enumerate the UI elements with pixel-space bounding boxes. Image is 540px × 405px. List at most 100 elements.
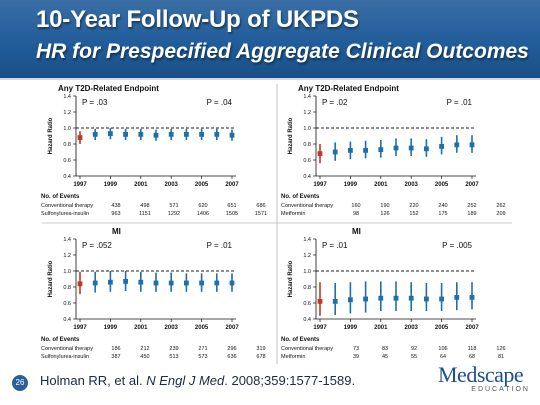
events-value: 212 (140, 346, 149, 352)
hr-point (378, 147, 384, 152)
x-tick-label: 2007 (465, 182, 479, 188)
hr-point (77, 281, 83, 287)
hr-point (92, 280, 98, 286)
events-value: 175 (438, 211, 447, 217)
x-tick-label: 2003 (165, 182, 179, 188)
events-value: 296 (227, 346, 236, 352)
hr-point (108, 279, 113, 285)
y-tick-label: 0.8 (63, 285, 71, 291)
p-value-left: P = .052 (82, 241, 112, 250)
p-value-right: P = .01 (207, 241, 233, 250)
events-value: 271 (198, 346, 207, 352)
events-value: 438 (111, 203, 120, 209)
chart-panel-4: MI 0.4 0.6 0.8 1.0 1.2 1.4 Hazard Ratio 1997 1999… (281, 227, 506, 360)
x-tick-label: 2007 (225, 182, 239, 188)
events-value: 1505 (226, 211, 238, 217)
hr-point (214, 280, 220, 286)
hr-point (363, 148, 368, 153)
hr-point (439, 144, 444, 149)
panel-title: Any T2D-Related Endpoint (298, 84, 399, 93)
events-value: 450 (140, 354, 149, 360)
hr-point (138, 132, 144, 137)
x-tick-label: 2003 (405, 325, 419, 331)
hr-point (153, 280, 159, 286)
logo-subtext: EDUCATION (471, 386, 530, 393)
events-row-label: Conventional therapy (281, 203, 333, 209)
events-value: 92 (411, 346, 417, 352)
events-value: 83 (382, 346, 388, 352)
hr-point (153, 132, 159, 138)
hr-point (408, 145, 414, 151)
events-value: 73 (353, 346, 359, 352)
y-tick-label: 0.4 (303, 317, 311, 323)
events-value: 64 (440, 354, 446, 360)
hazard-ratio-figure: Any T2D-Related Endpoint 0.4 0.6 0.8 1.0 1.2 1… (40, 82, 514, 366)
events-value: 209 (496, 211, 505, 217)
p-value-left: P = .01 (322, 241, 348, 250)
hr-point (317, 299, 323, 304)
hr-point (123, 279, 128, 284)
x-tick-label: 2003 (165, 325, 179, 331)
p-value-right: P = .04 (207, 98, 233, 107)
events-row-label: Conventional therapy (41, 203, 93, 209)
events-title: No. of Events (281, 337, 320, 343)
x-tick-label: 1997 (73, 325, 87, 331)
hr-point (363, 296, 368, 302)
events-value: 189 (467, 211, 476, 217)
events-value: 81 (498, 354, 504, 360)
events-row-label: Sulfonylurea-insulin (41, 211, 89, 217)
p-value-left: P = .02 (322, 98, 348, 107)
hr-point (424, 146, 429, 152)
events-value: 68 (469, 354, 475, 360)
events-row-label: Conventional therapy (41, 346, 93, 352)
hr-point (214, 132, 220, 137)
hr-point (184, 132, 189, 137)
events-value: 651 (227, 203, 236, 209)
chart-panel-2: Any T2D-Related Endpoint 0.4 0.6 0.8 1.0 1.2 1… (281, 84, 506, 217)
events-value: 1571 (255, 211, 267, 217)
events-value: 45 (382, 354, 388, 360)
x-tick-label: 2005 (195, 182, 209, 188)
events-value: 126 (496, 346, 505, 352)
y-tick-label: 0.8 (303, 285, 311, 291)
events-value: 636 (227, 354, 236, 360)
events-value: 190 (380, 203, 389, 209)
citation-prefix: Holman RR, et al. (40, 373, 147, 388)
p-value-right: P = .005 (442, 241, 472, 250)
events-value: 239 (169, 346, 178, 352)
x-tick-label: 1999 (104, 182, 118, 188)
citation-journal: N Engl J Med (146, 373, 225, 388)
events-value: 498 (140, 203, 149, 209)
hr-point (92, 132, 98, 137)
events-value: 513 (169, 354, 178, 360)
events-value: 55 (411, 354, 417, 360)
hr-point (469, 295, 475, 300)
p-value-left: P = .03 (82, 98, 108, 107)
events-value: 571 (169, 203, 178, 209)
hr-point (469, 142, 475, 148)
hr-point (229, 132, 235, 138)
hr-point (168, 280, 174, 286)
events-row-label: Conventional therapy (281, 346, 333, 352)
y-tick-label: 0.6 (63, 158, 71, 164)
x-tick-label: 1997 (313, 325, 327, 331)
x-tick-label: 1997 (73, 182, 87, 188)
y-tick-label: 1.2 (63, 253, 71, 259)
events-value: 678 (256, 354, 265, 360)
y-tick-label: 1.0 (303, 126, 311, 132)
slide-header: 10-Year Follow-Up of UKPDS HR for Prespe… (0, 0, 540, 80)
events-value: 220 (409, 203, 418, 209)
events-value: 620 (198, 203, 207, 209)
x-tick-label: 2005 (195, 325, 209, 331)
events-value: 262 (496, 203, 505, 209)
events-value: 252 (467, 203, 476, 209)
medscape-logo: Medscape EDUCATION (438, 364, 534, 400)
events-value: 152 (409, 211, 418, 217)
y-tick-label: 1.4 (63, 94, 71, 100)
y-axis-label: Hazard Ratio (48, 260, 54, 297)
x-tick-label: 2007 (225, 325, 239, 331)
events-value: 126 (380, 211, 389, 217)
events-value: 573 (198, 354, 207, 360)
citation: Holman RR, et al. N Engl J Med. 2008;359… (40, 373, 355, 388)
x-tick-label: 2007 (465, 325, 479, 331)
